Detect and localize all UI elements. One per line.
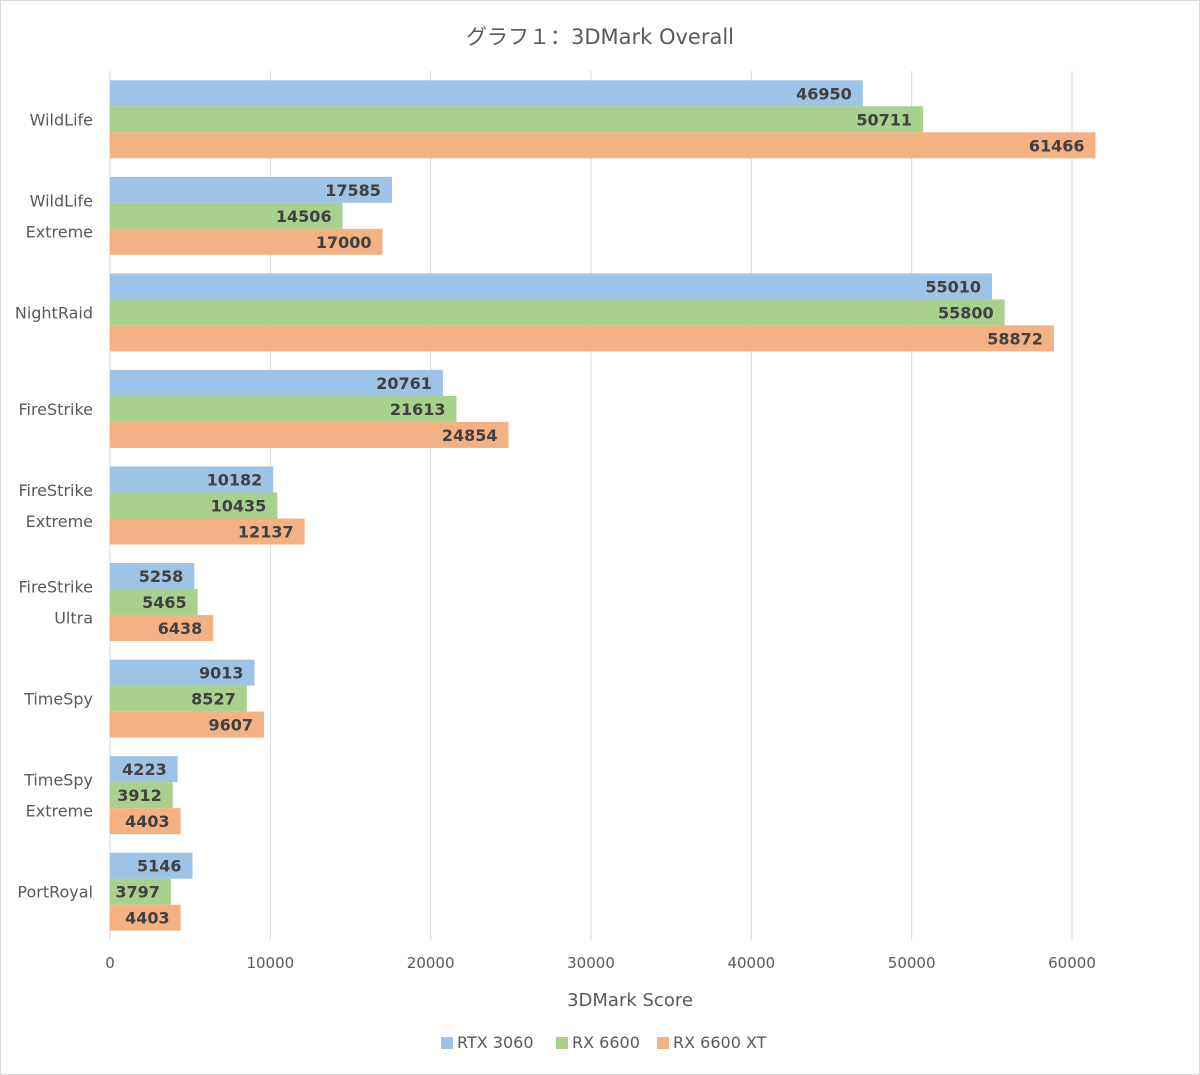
category-label: Extreme [26, 802, 93, 821]
bar [110, 132, 1096, 159]
data-label: 12137 [238, 523, 294, 542]
category-label: FireStrike [18, 578, 93, 597]
bar [110, 878, 171, 905]
category-label: PortRoyal [17, 883, 93, 902]
legend-label: RTX 3060 [457, 1033, 534, 1052]
category-label: TimeSpy [23, 771, 93, 790]
category-label: Extreme [26, 512, 93, 531]
data-label: 10435 [211, 497, 267, 516]
bar [110, 228, 383, 255]
chart-title: グラフ１：3DMark Overall [466, 25, 734, 49]
bar [110, 106, 924, 133]
bar [110, 659, 255, 686]
x-axis-title: 3DMark Score [567, 990, 693, 1011]
bar [110, 852, 193, 879]
x-tick-label: 40000 [727, 954, 775, 972]
legend-swatch [657, 1037, 669, 1049]
bar [110, 202, 343, 229]
category-label: FireStrike [18, 481, 93, 500]
category-label: WildLife [30, 110, 93, 129]
bar [110, 466, 274, 493]
category-label: Extreme [26, 222, 93, 241]
data-label: 5146 [137, 857, 182, 876]
bar [110, 176, 392, 203]
bar [110, 395, 457, 422]
data-label: 4223 [122, 760, 167, 779]
data-label: 24854 [442, 426, 498, 445]
bar [110, 369, 443, 396]
bar [110, 563, 195, 590]
bar [110, 518, 305, 545]
x-tick-label: 0 [105, 954, 115, 972]
data-label: 21613 [390, 400, 446, 419]
category-label: TimeSpy [23, 690, 93, 709]
data-label: 8527 [191, 690, 236, 709]
x-tick-label: 50000 [888, 954, 936, 972]
data-label: 61466 [1029, 136, 1085, 155]
x-tick-labels: 0 10000 20000 30000 40000 50000 60000 [105, 954, 1096, 972]
data-label: 10182 [207, 471, 263, 490]
data-label: 17000 [316, 233, 372, 252]
x-tick-label: 30000 [567, 954, 615, 972]
data-label: 20761 [376, 374, 432, 393]
category-labels: WildLife WildLife Extreme NightRaid FireStri… [15, 110, 93, 901]
bar [110, 421, 509, 448]
data-label: 5258 [139, 567, 184, 586]
x-tick-label: 20000 [407, 954, 455, 972]
data-label: 9607 [209, 716, 254, 735]
data-label: 55800 [938, 303, 994, 322]
bar [110, 808, 181, 835]
data-label: 17585 [325, 181, 381, 200]
x-tick-label: 10000 [246, 954, 294, 972]
category-label: NightRaid [15, 303, 93, 322]
bar [110, 615, 214, 642]
data-label: 50711 [856, 110, 912, 129]
bar [110, 589, 198, 616]
legend-swatch [556, 1037, 568, 1049]
bar [110, 711, 265, 738]
bars [110, 80, 1096, 931]
data-label: 5465 [142, 593, 187, 612]
data-label: 3912 [117, 786, 162, 805]
category-label: Ultra [54, 609, 93, 628]
bar [110, 273, 992, 300]
data-label: 55010 [925, 277, 981, 296]
data-label: 4403 [125, 909, 170, 928]
bar [110, 492, 278, 519]
data-label: 9013 [199, 664, 244, 683]
bar [110, 685, 247, 712]
data-label: 14506 [276, 207, 332, 226]
legend-swatch [441, 1037, 453, 1049]
bar [110, 299, 1005, 326]
legend-label: RX 6600 [572, 1033, 640, 1052]
legend: RTX 3060 RX 6600 RX 6600 XT [441, 1033, 767, 1052]
category-label: FireStrike [18, 400, 93, 419]
data-label: 46950 [796, 84, 852, 103]
bar [110, 782, 173, 809]
bar [110, 80, 863, 107]
x-tick-label: 60000 [1048, 954, 1096, 972]
bar [110, 325, 1054, 352]
data-label: 4403 [125, 812, 170, 831]
data-label: 3797 [115, 883, 160, 902]
bar [110, 756, 178, 783]
data-label: 58872 [987, 329, 1043, 348]
bar [110, 904, 181, 931]
category-label: WildLife [30, 191, 93, 210]
data-label: 6438 [158, 619, 203, 638]
legend-label: RX 6600 XT [673, 1033, 767, 1052]
